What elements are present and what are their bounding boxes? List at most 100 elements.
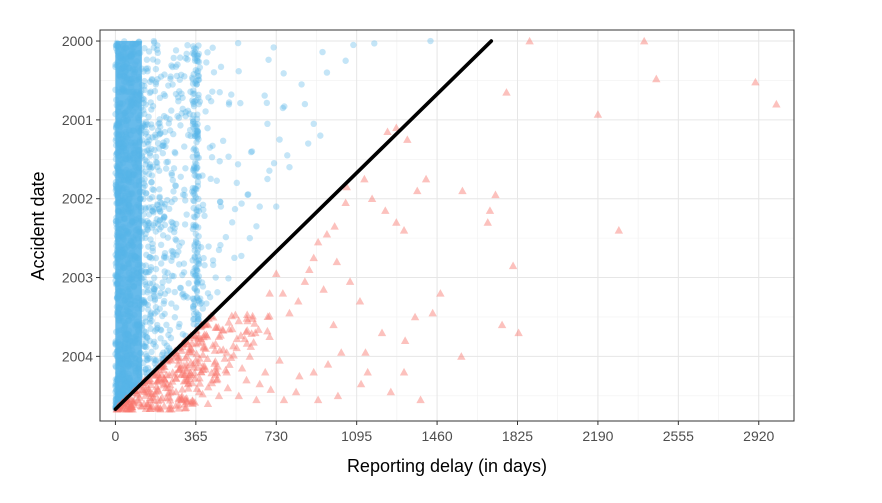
observation-point bbox=[190, 197, 197, 204]
observation-point bbox=[147, 295, 154, 302]
observation-point bbox=[125, 331, 132, 338]
observation-point bbox=[246, 234, 254, 242]
observation-point bbox=[115, 167, 123, 174]
observation-point bbox=[127, 237, 134, 245]
observation-point bbox=[120, 64, 127, 71]
unreported-claim-point bbox=[180, 370, 190, 378]
unreported-claim-point bbox=[403, 135, 412, 143]
observation-point bbox=[138, 176, 145, 184]
observation-point bbox=[157, 335, 164, 342]
observation-point bbox=[137, 92, 144, 99]
observation-point bbox=[129, 88, 136, 96]
observation-point bbox=[182, 165, 189, 172]
observation-point bbox=[113, 186, 121, 194]
observation-point bbox=[130, 159, 137, 167]
observation-point bbox=[143, 158, 150, 165]
unreported-claim-point bbox=[392, 123, 401, 132]
unreported-claim-point bbox=[132, 388, 142, 397]
observation-point bbox=[131, 139, 138, 146]
observation-point bbox=[151, 206, 158, 213]
unreported-claim-point bbox=[194, 332, 203, 340]
observation-point bbox=[170, 165, 178, 172]
unreported-claim-point bbox=[363, 367, 372, 376]
unreported-claim-point bbox=[152, 402, 162, 411]
observation-point bbox=[118, 150, 126, 158]
observation-point bbox=[191, 163, 198, 170]
unreported-claim-point bbox=[141, 404, 151, 412]
observation-point bbox=[118, 84, 126, 92]
observation-point bbox=[130, 351, 138, 358]
observation-point bbox=[124, 283, 131, 291]
observation-point bbox=[146, 253, 154, 261]
unreported-claim-point bbox=[185, 370, 195, 379]
observation-point bbox=[140, 99, 147, 107]
unreported-claim-point bbox=[200, 362, 209, 370]
observation-point bbox=[194, 133, 202, 140]
observation-point bbox=[169, 253, 176, 261]
observation-point bbox=[192, 263, 200, 271]
boundary-line-layer bbox=[113, 39, 494, 411]
unreported-claim-point bbox=[220, 354, 230, 362]
observation-point bbox=[207, 98, 215, 105]
observation-point bbox=[117, 216, 124, 223]
observation-point bbox=[323, 69, 331, 76]
observation-point bbox=[138, 126, 145, 134]
observation-point bbox=[317, 132, 324, 139]
observation-point bbox=[145, 140, 152, 148]
observation-point bbox=[135, 125, 142, 132]
x-axis-title: Reporting delay (in days) bbox=[347, 456, 547, 476]
observation-point bbox=[167, 226, 174, 233]
unreported-claim-point bbox=[309, 253, 318, 262]
observation-point bbox=[117, 135, 125, 143]
observation-point bbox=[114, 253, 121, 261]
observation-point bbox=[128, 93, 136, 101]
observation-point bbox=[225, 101, 233, 108]
observation-point bbox=[132, 66, 139, 73]
observation-point bbox=[132, 368, 140, 375]
observation-point bbox=[148, 309, 155, 316]
observation-point bbox=[125, 170, 132, 178]
observation-point bbox=[114, 309, 121, 317]
observation-point bbox=[133, 88, 140, 96]
observation-point bbox=[123, 383, 131, 390]
observation-point bbox=[145, 222, 152, 229]
unreported-claim-point bbox=[180, 403, 190, 412]
observation-point bbox=[134, 305, 141, 312]
observation-point bbox=[148, 179, 155, 186]
observation-point bbox=[141, 148, 148, 155]
observation-point bbox=[134, 254, 141, 262]
unreported-claim-point bbox=[147, 389, 157, 397]
observation-point bbox=[143, 353, 151, 360]
observation-point bbox=[119, 280, 126, 287]
observation-point bbox=[112, 182, 120, 189]
observation-point bbox=[191, 55, 199, 62]
observation-point bbox=[133, 265, 140, 273]
observation-point bbox=[114, 191, 121, 198]
unreported-claim-point bbox=[171, 373, 181, 382]
observation-point bbox=[190, 99, 197, 106]
observation-point bbox=[121, 224, 128, 231]
observation-point bbox=[120, 369, 127, 377]
observation-point bbox=[120, 72, 128, 80]
unreported-claim-point bbox=[174, 353, 183, 361]
observation-point bbox=[148, 106, 155, 113]
observation-point bbox=[147, 165, 155, 172]
observation-point bbox=[112, 362, 119, 370]
observation-point bbox=[134, 321, 141, 329]
observation-point bbox=[194, 314, 202, 321]
observation-point bbox=[191, 191, 198, 199]
observation-point bbox=[195, 154, 202, 161]
observation-point bbox=[125, 331, 133, 339]
observation-point bbox=[264, 120, 271, 128]
observation-point bbox=[140, 299, 148, 306]
observation-point bbox=[128, 102, 135, 109]
observation-point bbox=[114, 273, 121, 280]
observation-point bbox=[123, 304, 131, 311]
observation-point bbox=[119, 390, 126, 398]
observation-point bbox=[164, 269, 171, 276]
observation-point bbox=[161, 290, 169, 297]
observation-point bbox=[217, 63, 225, 71]
observation-point bbox=[205, 94, 212, 101]
observation-point bbox=[120, 62, 127, 69]
observation-point bbox=[193, 151, 200, 159]
